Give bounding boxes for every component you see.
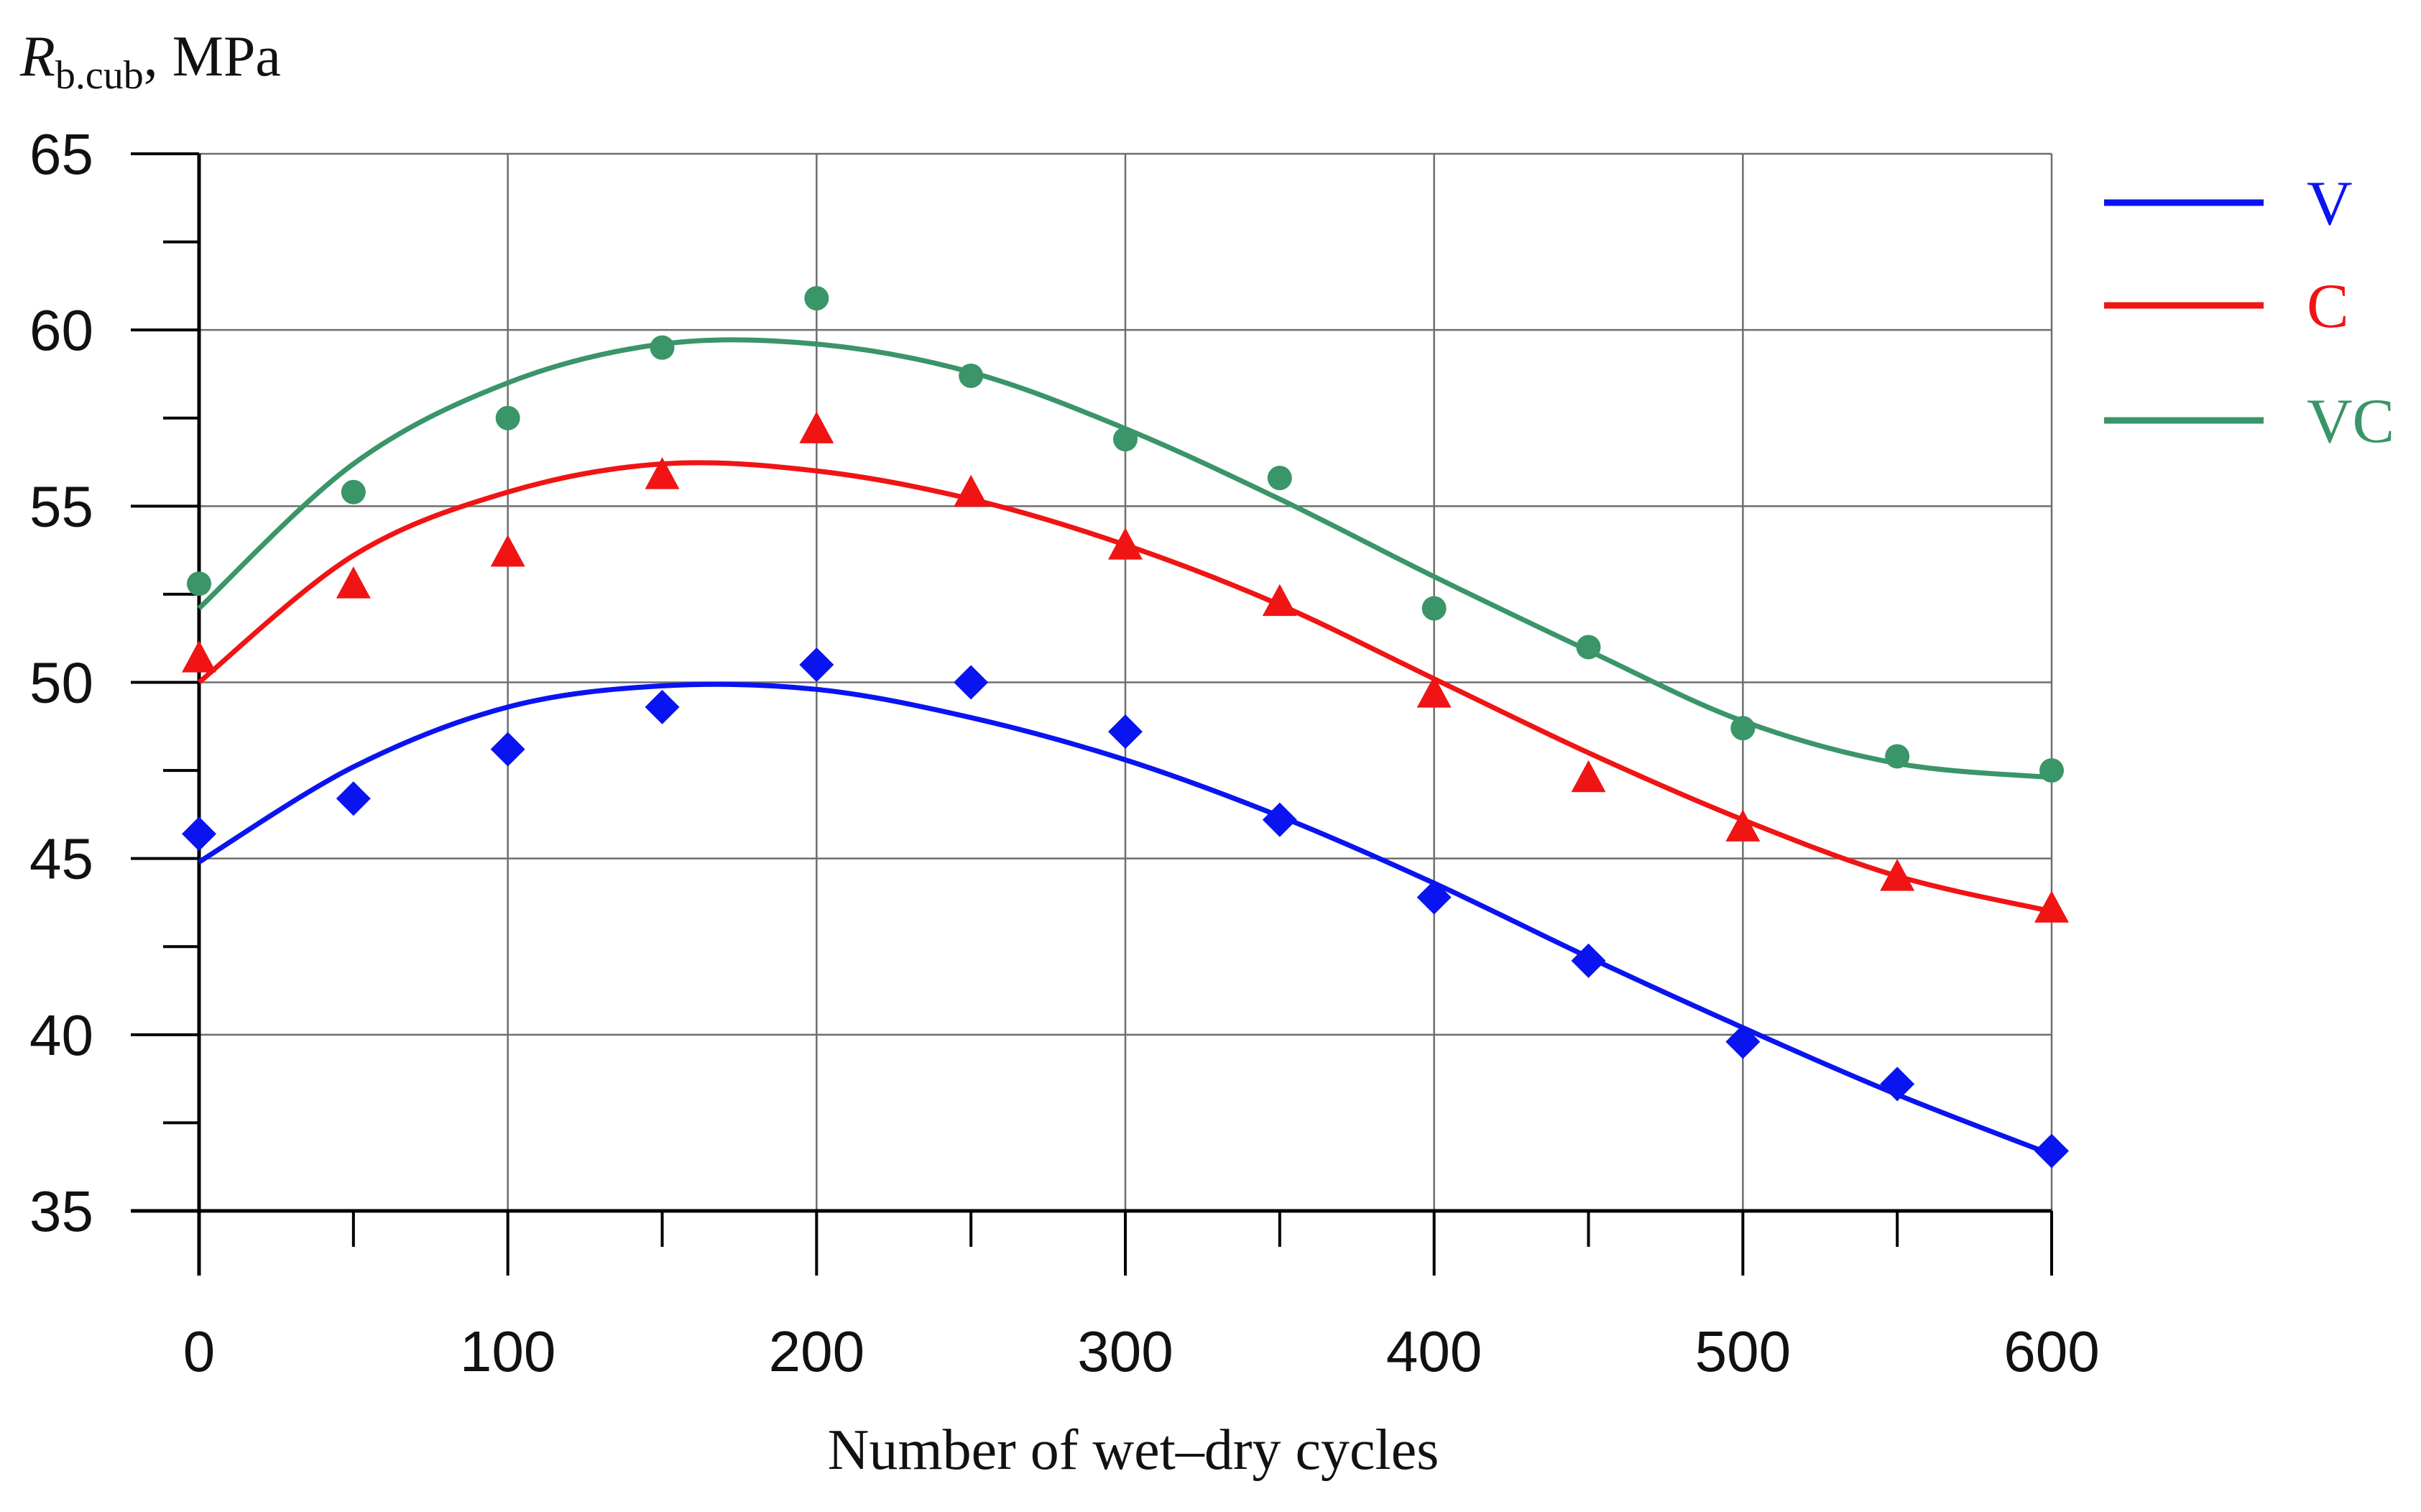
data-point-vc xyxy=(1885,744,1910,769)
data-point-vc xyxy=(1113,427,1138,452)
y-axis-title: Rb.cub, MPa xyxy=(19,25,281,98)
legend: VC VC xyxy=(2104,169,2394,456)
data-point-v xyxy=(182,816,216,852)
x-tick-label: 0 xyxy=(183,1319,216,1383)
data-point-vc xyxy=(1421,596,1447,621)
data-point-v xyxy=(645,689,680,724)
data-point-vc xyxy=(804,286,829,311)
x-tick-label: 400 xyxy=(1386,1319,1482,1383)
x-axis-title: Number of wet–dry cycles xyxy=(828,1419,1439,1482)
data-point-v xyxy=(336,781,371,816)
data-point-v xyxy=(2034,1133,2069,1168)
data-point-c xyxy=(1262,584,1297,617)
data-point-v xyxy=(490,732,525,767)
data-point-vc xyxy=(341,479,366,504)
x-tick-label: 200 xyxy=(769,1319,864,1383)
data-point-v xyxy=(1880,1066,1915,1102)
legend-label-vc: VC xyxy=(2307,387,2394,456)
y-tick-label: 35 xyxy=(29,1179,93,1243)
x-tick-label: 100 xyxy=(460,1319,555,1383)
data-point-c xyxy=(1880,859,1915,891)
data-point-v xyxy=(799,647,834,682)
y-tick-label: 60 xyxy=(29,298,93,362)
data-point-c xyxy=(182,640,216,673)
legend-label-v: V xyxy=(2307,169,2353,239)
tick-labels: 35 40 45 50 55 60 65 0 100 200 300 400 500 600 xyxy=(29,122,2100,1383)
x-tick-label: 600 xyxy=(2003,1319,2099,1383)
data-point-c xyxy=(799,411,834,443)
y-tick-label: 65 xyxy=(29,122,93,186)
data-point-v xyxy=(1725,1024,1761,1059)
data-point-vc xyxy=(187,571,211,596)
grid-lines xyxy=(199,152,2053,1211)
data-point-c xyxy=(336,566,371,599)
data-point-v xyxy=(1571,943,1606,978)
data-point-v xyxy=(1108,714,1143,750)
legend-label-c: C xyxy=(2307,272,2349,341)
data-point-vc xyxy=(1267,466,1292,491)
data-point-c xyxy=(954,474,989,507)
data-point-vc xyxy=(959,363,984,388)
axes xyxy=(131,152,2053,1276)
data-point-c xyxy=(490,535,525,567)
data-point-vc xyxy=(495,405,520,430)
data-point-c xyxy=(645,457,680,489)
y-tick-label: 50 xyxy=(29,651,93,715)
data-point-vc xyxy=(650,335,675,360)
x-tick-label: 500 xyxy=(1695,1319,1791,1383)
data-point-vc xyxy=(2039,758,2064,783)
data-point-c xyxy=(1416,676,1452,708)
data-point-c xyxy=(2034,890,2069,923)
data-point-c xyxy=(1571,760,1606,793)
x-tick-label: 300 xyxy=(1077,1319,1173,1383)
data-point-v xyxy=(954,665,989,700)
data-points xyxy=(182,286,2069,1168)
y-tick-label: 45 xyxy=(29,827,93,891)
data-point-vc xyxy=(1730,716,1756,741)
data-point-vc xyxy=(1576,635,1601,660)
data-point-v xyxy=(1416,880,1452,915)
data-point-c xyxy=(1108,527,1143,560)
y-tick-label: 40 xyxy=(29,1003,93,1067)
data-point-c xyxy=(1725,809,1761,842)
data-point-v xyxy=(1262,802,1297,837)
y-tick-label: 55 xyxy=(29,474,93,538)
